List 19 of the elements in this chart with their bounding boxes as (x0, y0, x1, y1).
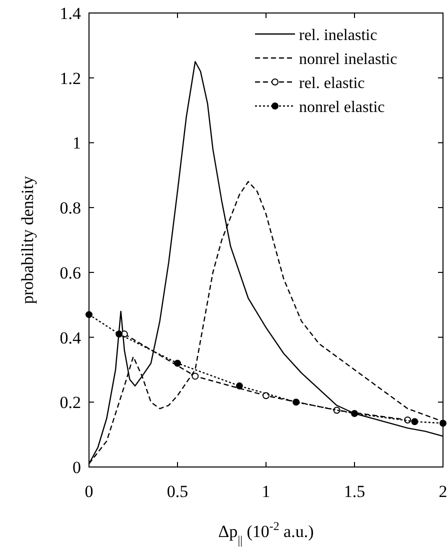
y-tick-label: 1.2 (60, 68, 81, 88)
y-tick-label: 0 (72, 458, 81, 477)
y-tick-label: 0.6 (60, 263, 81, 282)
y-tick-label: 0.2 (60, 393, 81, 412)
legend-label: rel. inelastic (299, 27, 378, 44)
x-tick-label: 2 (438, 482, 448, 501)
x-tick-label: 0.5 (166, 482, 188, 501)
legend-label: nonrel inelastic (299, 51, 398, 68)
legend-label: nonrel elastic (299, 99, 385, 116)
x-axis-title: Δp$_{||}$ (10$^{-2}$ a.u.) (218, 519, 314, 547)
x-tick-label: 1.5 (344, 482, 366, 501)
legend-label: rel. elastic (299, 75, 365, 92)
x-tick-label: 1 (262, 482, 270, 501)
y-axis-title: probability density (18, 176, 37, 304)
x-tick-label: 0 (84, 482, 94, 501)
y-tick-label: 1 (72, 134, 81, 153)
y-tick-label: 0.8 (60, 198, 81, 218)
y-tick-label: 1.4 (60, 4, 82, 23)
y-tick-label: 0.4 (60, 328, 82, 348)
